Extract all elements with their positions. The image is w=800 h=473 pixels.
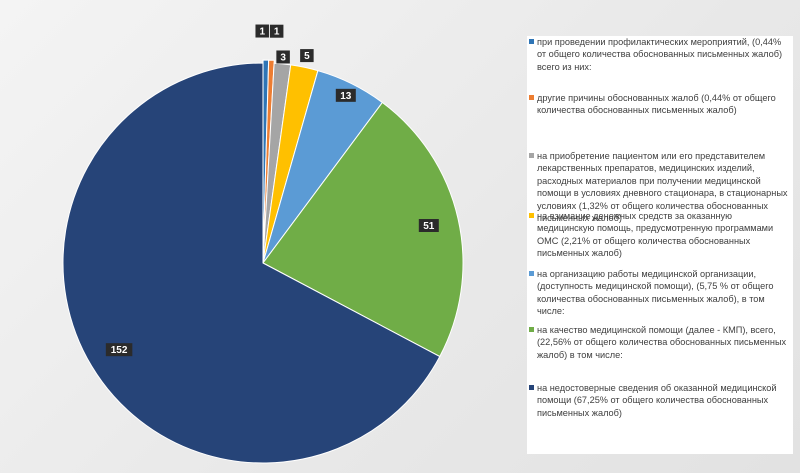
data-label-text: 1 (259, 27, 265, 38)
data-label-text: 5 (304, 51, 310, 62)
legend-label: на недостоверные сведения об оказанной м… (537, 383, 777, 418)
legend-swatch (529, 39, 534, 44)
data-label-box (105, 343, 133, 357)
legend-label: при проведении профилактических мероприя… (537, 37, 783, 72)
data-label: 51 (418, 219, 439, 233)
pie-slice (262, 101, 464, 358)
legend-swatch (529, 95, 534, 100)
data-label-box (255, 24, 269, 38)
legend-label: на организацию работы медицинской органи… (537, 269, 774, 317)
legend-label: на взимание денежных средств за оказанну… (537, 211, 774, 259)
pie-slice (62, 62, 441, 464)
data-label-text: 3 (280, 52, 286, 63)
data-label: 3 (276, 50, 290, 64)
legend-item: при проведении профилактических мероприя… (527, 36, 789, 73)
legend-item: на недостоверные сведения об оказанной м… (527, 382, 789, 419)
legend: при проведении профилактических мероприя… (527, 36, 793, 454)
legend-swatch (529, 385, 534, 390)
data-label-text: 51 (423, 221, 435, 232)
data-label-text: 1 (274, 27, 280, 38)
data-label: 13 (335, 88, 356, 102)
legend-swatch (529, 271, 534, 276)
data-label-box (269, 24, 284, 38)
legend-label: на приобретение пациентом или его предст… (537, 151, 788, 224)
data-label-box (276, 50, 290, 64)
legend-swatch (529, 327, 534, 332)
legend-swatch (529, 213, 534, 218)
data-label-text: 13 (340, 91, 352, 102)
data-label-text: 152 (111, 345, 128, 356)
data-label: 1 (269, 24, 284, 38)
legend-item: на качество медицинской помощи (далее - … (527, 324, 789, 361)
data-label: 152 (105, 343, 133, 357)
data-label: 1 (255, 24, 269, 38)
legend-item: другие причины обоснованных жалоб (0,44%… (527, 92, 789, 117)
legend-label: на качество медицинской помощи (далее - … (537, 325, 787, 360)
legend-item: на приобретение пациентом или его предст… (527, 150, 789, 224)
legend-item: на организацию работы медицинской органи… (527, 268, 789, 318)
data-label-box (418, 219, 439, 233)
legend-item: на взимание денежных средств за оказанну… (527, 210, 789, 260)
data-label: 5 (300, 49, 314, 63)
legend-swatch (529, 153, 534, 158)
data-label-box (335, 88, 356, 102)
legend-label: другие причины обоснованных жалоб (0,44%… (537, 93, 776, 116)
data-label-box (300, 49, 314, 63)
